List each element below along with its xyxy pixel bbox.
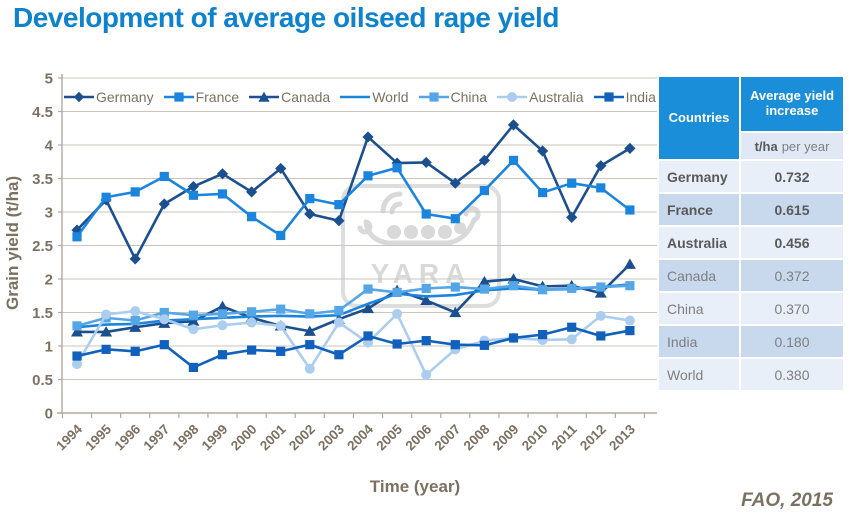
x-tick-label: 1999	[199, 422, 231, 454]
y-tick-label: 5	[45, 71, 53, 88]
country-cell: World	[659, 359, 739, 390]
source-caption: FAO, 2015	[741, 490, 833, 511]
x-tick-label: 2006	[402, 421, 434, 453]
value-cell: 0.732	[741, 161, 843, 192]
x-tick-label: 2005	[373, 421, 405, 453]
y-tick-label: 0	[45, 406, 53, 423]
x-tick-label: 2004	[344, 421, 376, 453]
x-tick-label: 2002	[286, 422, 318, 454]
legend-item-france: France	[163, 89, 240, 105]
x-tick-label: 1995	[82, 421, 114, 453]
country-cell: Australia	[659, 227, 739, 258]
legend-item-germany: Germany	[64, 89, 154, 105]
x-tick-label: 2000	[228, 422, 260, 454]
x-tick-label: 1994	[53, 421, 85, 453]
legend-item-china: China	[418, 89, 488, 105]
page-title: Development of average oilseed rape yiel…	[13, 2, 559, 33]
value-cell: 0.456	[741, 227, 843, 258]
x-tick-label: 1997	[141, 422, 173, 454]
legend-label: Australia	[529, 89, 584, 105]
x-tick-label: 2011	[548, 421, 580, 453]
table-header-countries: Countries	[659, 77, 739, 159]
legend-item-india: India	[593, 89, 656, 105]
y-tick-label: 4.5	[32, 104, 53, 121]
x-tick-label: 2008	[461, 421, 493, 453]
x-tick-label: 1998	[170, 421, 202, 453]
x-tick-label: 2010	[519, 422, 551, 454]
legend-label: France	[195, 89, 240, 105]
legend-label: Germany	[96, 89, 154, 105]
series-france	[72, 155, 635, 242]
x-tick-label: 2009	[490, 422, 522, 454]
square-marker-swatch	[593, 92, 624, 102]
square-marker-swatch	[418, 92, 449, 102]
table-header-average-yield: Average yield increase	[741, 77, 843, 131]
legend-label: World	[372, 89, 409, 105]
country-cell: China	[659, 293, 739, 324]
series-canada	[71, 258, 636, 337]
legend-label: India	[625, 89, 656, 105]
value-cell: 0.380	[741, 359, 843, 390]
x-tick-label: 2007	[432, 422, 464, 454]
y-axis-title: Grain yield (t/ha)	[3, 176, 22, 310]
legend-item-world: World	[340, 89, 409, 105]
country-cell: Germany	[659, 161, 739, 192]
series-australia	[72, 306, 635, 380]
viking-ship-icon	[357, 191, 481, 246]
y-tick-label: 3	[45, 205, 53, 222]
series-india	[72, 322, 635, 373]
y-tick-label: 2.5	[32, 238, 53, 255]
x-tick-label: 2013	[606, 421, 638, 453]
x-tick-label: 2003	[315, 421, 347, 453]
x-tick-label: 1996	[111, 421, 143, 453]
y-tick-label: 4	[45, 138, 54, 155]
unit-label: t/ha	[754, 138, 778, 154]
legend-item-canada: Canada	[249, 89, 330, 105]
square-marker-swatch	[163, 92, 194, 102]
value-cell: 0.180	[741, 326, 843, 357]
x-axis-title: Time (year)	[369, 477, 461, 496]
circle-marker-swatch	[497, 92, 528, 102]
y-tick-label: 0.5	[32, 372, 53, 389]
x-tick-label: 2012	[577, 422, 609, 454]
y-tick-label: 1	[45, 339, 53, 356]
chart-legend: Germany France Canada World China Australia In…	[64, 89, 656, 105]
country-cell: India	[659, 326, 739, 357]
series-germany	[71, 119, 636, 265]
value-cell: 0.370	[741, 293, 843, 324]
y-tick-label: 3.5	[32, 171, 53, 188]
x-tick-label: 2001	[257, 421, 289, 453]
table-unit-row: t/ha per year	[741, 133, 843, 159]
value-cell: 0.372	[741, 260, 843, 291]
none-marker-swatch	[340, 95, 371, 99]
unit-suffix: per year	[781, 138, 830, 154]
legend-label: China	[450, 89, 488, 105]
y-tick-label: 2	[45, 272, 53, 289]
y-tick-label: 1.5	[32, 305, 53, 322]
legend-label: Canada	[281, 89, 331, 105]
country-cell: France	[659, 194, 739, 225]
country-cell: Canada	[659, 260, 739, 291]
diamond-marker-swatch	[64, 91, 94, 103]
legend-item-australia: Australia	[497, 89, 584, 105]
yield-increase-table: Countries Average yield increase t/ha pe…	[659, 77, 843, 390]
value-cell: 0.615	[741, 194, 843, 225]
triangle-marker-swatch	[249, 91, 280, 102]
watermark-text: YARA	[370, 258, 472, 289]
